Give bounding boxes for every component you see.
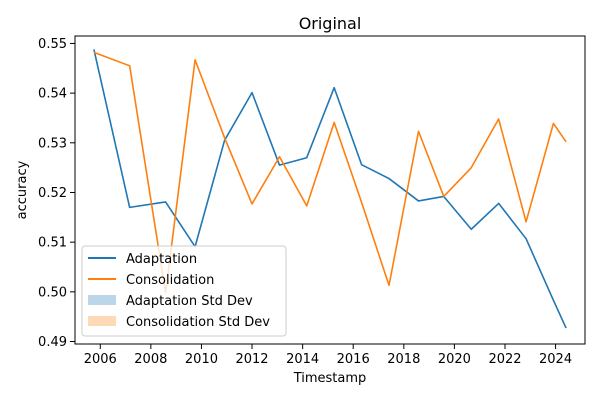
x-tick-label: 2018 [387, 352, 420, 367]
x-tick-label: 2022 [488, 352, 521, 367]
y-axis-label: accuracy [15, 160, 30, 219]
legend-label-consolidation: Consolidation [126, 273, 214, 288]
y-tick-label: 0.51 [38, 236, 67, 251]
legend-label-consolidation-std: Consolidation Std Dev [126, 315, 270, 330]
x-tick-label: 2006 [84, 352, 117, 367]
chart-title: Original [299, 14, 362, 33]
y-tick-label: 0.52 [38, 186, 67, 201]
y-tick-label: 0.50 [38, 285, 67, 300]
legend-label-adaptation-std: Adaptation Std Dev [126, 294, 253, 309]
legend-swatch-consolidation-std [88, 316, 116, 326]
x-axis-label: Timestamp [293, 371, 367, 386]
x-tick-label: 2010 [185, 352, 218, 367]
y-tick-label: 0.49 [38, 335, 67, 350]
y-tick-label: 0.54 [38, 87, 67, 102]
x-axis: 2006 2008 2010 2012 2014 2016 2018 2020 2022 2024 [84, 344, 572, 367]
x-tick-label: 2016 [337, 352, 370, 367]
y-tick-label: 0.55 [38, 37, 67, 52]
legend-swatch-adaptation-std [88, 295, 116, 305]
series-line-adaptation [93, 49, 567, 329]
series-line-consolidation [93, 51, 567, 294]
legend-box [81, 245, 287, 337]
plot-area [93, 49, 567, 329]
x-tick-label: 2020 [438, 352, 471, 367]
y-tick-label: 0.53 [38, 136, 67, 151]
x-tick-label: 2008 [134, 352, 167, 367]
legend: Adaptation Consolidation Adaptation Std … [81, 245, 287, 337]
x-tick-label: 2024 [539, 352, 572, 367]
plot-frame [74, 35, 586, 345]
x-tick-label: 2014 [286, 352, 319, 367]
legend-label-adaptation: Adaptation [126, 252, 197, 267]
x-tick-label: 2012 [235, 352, 268, 367]
y-axis: 0.49 0.50 0.51 0.52 0.53 0.54 0.55 [38, 37, 75, 350]
